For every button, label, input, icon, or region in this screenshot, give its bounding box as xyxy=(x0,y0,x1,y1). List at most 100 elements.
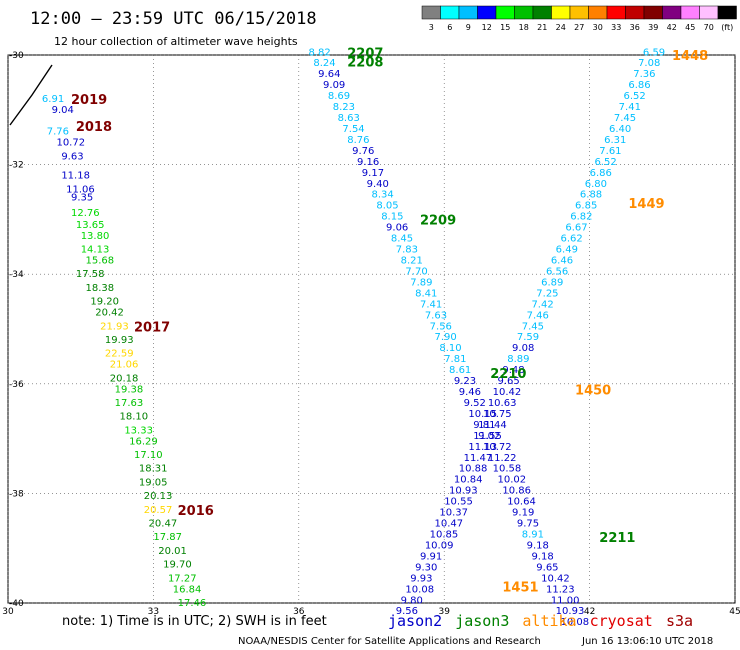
wave-height-value: 20.18 xyxy=(110,373,139,384)
wave-height-value: 17.63 xyxy=(115,398,144,409)
wave-height-value: 7.54 xyxy=(342,124,364,135)
wave-height-value: 7.46 xyxy=(527,310,549,321)
grid-lines xyxy=(7,54,736,604)
wave-height-value: 7.89 xyxy=(410,277,432,288)
colorbar-swatch xyxy=(532,5,552,20)
pass-number-label: 2211 xyxy=(599,531,635,546)
plot-frame xyxy=(7,54,736,604)
wave-height-value: 9.06 xyxy=(386,223,408,234)
colorbar-label: 42 xyxy=(667,23,677,32)
wave-height-value: 6.80 xyxy=(585,179,607,190)
wave-height-value: 8.24 xyxy=(313,58,335,69)
colorbar-label: 27 xyxy=(574,23,584,32)
wave-height-value: 9.19 xyxy=(512,508,534,519)
pass-number-label: 1450 xyxy=(575,383,611,398)
wave-height-value: 6.59 xyxy=(643,47,665,58)
x-tick-label: 30 xyxy=(2,607,14,617)
wave-height-value: 9.63 xyxy=(61,151,83,162)
x-tick-label: 36 xyxy=(293,607,305,617)
wave-height-value: 9.93 xyxy=(410,573,432,584)
wave-height-value: 6.85 xyxy=(575,201,597,212)
chart-title: 12:00 – 23:59 UTC 06/15/2018 xyxy=(30,9,317,29)
satellite-name: jason2 xyxy=(388,612,442,630)
wave-height-value: 7.36 xyxy=(633,69,655,80)
wave-height-value: 9.18 xyxy=(527,540,549,551)
wave-height-value: 10.15 xyxy=(468,409,497,420)
wave-height-value: 10.42 xyxy=(541,573,570,584)
colorbar-swatch xyxy=(458,5,478,20)
wave-height-value: 17.10 xyxy=(134,450,163,461)
colorbar-label: 70 xyxy=(704,23,714,32)
wave-height-value: 15.68 xyxy=(86,256,115,267)
colorbar-swatch xyxy=(477,5,497,20)
wave-height-value: 8.10 xyxy=(439,343,461,354)
wave-height-value: 10.08 xyxy=(561,617,590,628)
colorbar-swatch xyxy=(495,5,515,20)
colorbar-swatch xyxy=(606,5,626,20)
wave-height-value: 6.40 xyxy=(609,124,631,135)
satellite-name: altika xyxy=(522,612,576,630)
y-tick-label: -32 xyxy=(9,161,24,171)
wave-height-value: 11.13 xyxy=(468,442,497,453)
satellite-name: cryosat xyxy=(590,612,653,630)
pass-number-label: 1449 xyxy=(628,197,664,212)
wave-height-value: 10.86 xyxy=(502,486,531,497)
wave-height-value: 9.30 xyxy=(415,562,437,573)
wave-height-value: 6.91 xyxy=(42,94,64,105)
colorbar-label: 30 xyxy=(593,23,603,32)
wave-height-value: 19.20 xyxy=(90,297,119,308)
x-tick-label: 39 xyxy=(438,607,450,617)
wave-height-value: 9.76 xyxy=(352,146,374,157)
wave-height-value: 9.46 xyxy=(459,387,481,398)
wave-height-value: 7.56 xyxy=(430,321,452,332)
wave-height-value: 8.63 xyxy=(338,113,360,124)
chart-subtitle: 12 hour collection of altimeter wave hei… xyxy=(54,35,298,48)
wave-height-value: 16.84 xyxy=(173,584,202,595)
wave-height-points: 6.919.047.7610.729.6311.1811.069.3512.76… xyxy=(42,47,665,628)
wave-height-value: 8.21 xyxy=(401,256,423,267)
wave-height-value: 17.58 xyxy=(76,269,105,280)
wave-height-value: 6.52 xyxy=(624,91,646,102)
wave-height-value: 7.81 xyxy=(444,354,466,365)
wave-height-value: 7.63 xyxy=(425,310,447,321)
wave-height-value: 10.88 xyxy=(459,464,488,475)
colorbar-swatch xyxy=(680,5,700,20)
wave-height-value: 7.83 xyxy=(396,245,418,256)
y-tick-label: -30 xyxy=(9,51,24,61)
wave-height-value: 10.42 xyxy=(493,387,522,398)
footer-timestamp: Jun 16 13:06:10 UTC 2018 xyxy=(581,636,713,647)
colorbar-swatch xyxy=(514,5,534,20)
wave-height-value: 11.47 xyxy=(464,453,493,464)
wave-height-value: 9.65 xyxy=(536,562,558,573)
satellite-legend: jason2 jason3 altika cryosat s3a xyxy=(388,612,693,630)
wave-height-value: 9.48 xyxy=(502,365,524,376)
colorbar-label: 15 xyxy=(500,23,510,32)
wave-height-value: 20.57 xyxy=(144,505,173,516)
wave-height-value: 9.04 xyxy=(52,105,74,116)
wave-height-value: 9.09 xyxy=(323,80,345,91)
wave-height-value: 8.45 xyxy=(391,234,413,245)
wave-height-value: 7.59 xyxy=(517,332,539,343)
colorbar-label: 21 xyxy=(537,23,547,32)
wave-height-value: 10.63 xyxy=(488,398,517,409)
wave-height-value: 7.61 xyxy=(599,146,621,157)
colorbar-label: 33 xyxy=(611,23,621,32)
satellite-name: s3a xyxy=(666,612,693,630)
wave-height-value: 6.49 xyxy=(556,245,578,256)
colorbar-swatch xyxy=(569,5,589,20)
wave-height-value: 9.56 xyxy=(396,606,418,617)
wave-height-value: 20.47 xyxy=(149,519,178,530)
wave-height-value: 18.10 xyxy=(119,412,148,423)
wave-height-value: 9.75 xyxy=(517,519,539,530)
wave-height-value: 10.37 xyxy=(439,508,468,519)
wave-height-value: 8.23 xyxy=(333,102,355,113)
wave-height-value: 20.13 xyxy=(144,491,173,502)
wave-height-value: 7.41 xyxy=(420,299,442,310)
wave-height-value: 9.65 xyxy=(498,376,520,387)
wave-height-value: 17.27 xyxy=(168,573,197,584)
wave-height-value: 18.38 xyxy=(86,283,115,294)
wave-height-value: 7.42 xyxy=(531,299,553,310)
wave-height-value: 11.18 xyxy=(61,171,90,182)
satellite-name: jason3 xyxy=(455,612,509,630)
